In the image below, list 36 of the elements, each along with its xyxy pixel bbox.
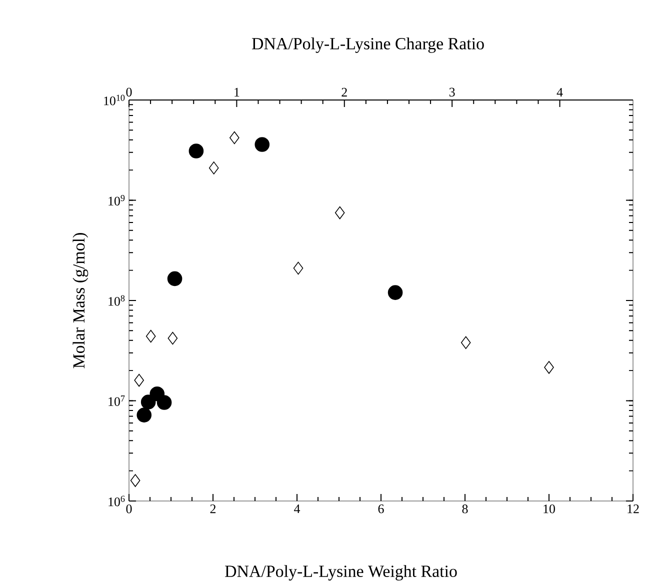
point	[208, 162, 219, 174]
point	[388, 285, 403, 300]
y-axis-title: Molar Mass (g/mol)	[72, 233, 88, 368]
point	[460, 336, 471, 350]
point	[167, 271, 182, 286]
x-tick-label: 10	[544, 504, 555, 514]
point	[136, 408, 152, 422]
point	[188, 144, 204, 158]
x2-tick-label: 2	[342, 88, 347, 96]
x2-tick-label: 0	[126, 88, 132, 96]
x-tick-label: 4	[294, 504, 300, 514]
y-tick-label: 10$^{9}$	[108, 195, 125, 206]
x-tick-label: 0	[126, 504, 132, 514]
x-tick-label: 6	[378, 504, 384, 514]
point	[334, 206, 345, 220]
x2-tick-label: 1	[234, 88, 240, 96]
point	[134, 374, 144, 387]
x2-tick-label: 4	[556, 88, 563, 96]
x-axis-title: DNA/Poly-L-Lysine Weight Ratio	[225, 565, 457, 580]
x-tick-label: 12	[628, 504, 639, 514]
x-tick-label: 8	[462, 504, 468, 514]
x2-tick-label: 3	[449, 88, 455, 96]
y-tick-label: 10$^{6}$	[108, 496, 125, 506]
point	[156, 395, 172, 410]
point	[146, 330, 156, 343]
y-tick-label: 10$^{7}$	[108, 396, 125, 406]
y-tick-label: 10$^{8}$	[108, 295, 125, 306]
x-tick-label: 2	[210, 504, 216, 514]
point	[230, 131, 240, 144]
y-tick-label: 10$^{10}$	[104, 94, 125, 106]
point	[293, 262, 304, 275]
point	[168, 332, 178, 345]
x2-axis-title: DNA/Poly-L-Lysine Charge Ratio	[252, 37, 484, 53]
point	[254, 137, 270, 152]
point	[544, 361, 554, 374]
point	[130, 474, 140, 487]
